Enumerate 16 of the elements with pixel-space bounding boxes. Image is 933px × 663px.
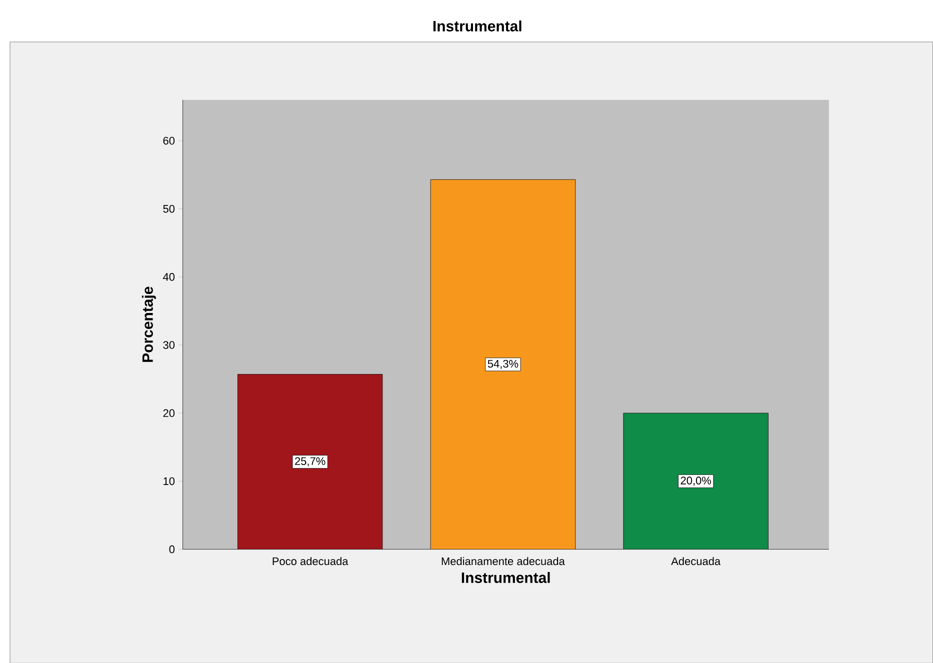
y-axis-title: Porcentaje [142, 286, 156, 362]
y-tick-label: 30 [163, 340, 175, 349]
y-tick-label: 10 [164, 477, 175, 485]
data-label: 25,7% [295, 457, 326, 466]
x-axis-title: Instrumental [462, 572, 550, 583]
chart-title: Instrumental [433, 20, 522, 32]
x-tick-label: Adecuada [671, 556, 721, 565]
x-tick-label: Medianamente adecuada [442, 556, 565, 565]
data-label: 20,0% [680, 476, 712, 486]
data-label: 54,3% [488, 360, 518, 369]
y-tick-label: 0 [169, 545, 175, 554]
x-tick-label: Poco adecuada [272, 556, 348, 565]
y-tick-label: 60 [163, 136, 175, 144]
y-tick-label: 40 [163, 272, 175, 281]
y-tick-label: 20 [163, 409, 175, 417]
y-tick-label: 50 [163, 204, 175, 213]
